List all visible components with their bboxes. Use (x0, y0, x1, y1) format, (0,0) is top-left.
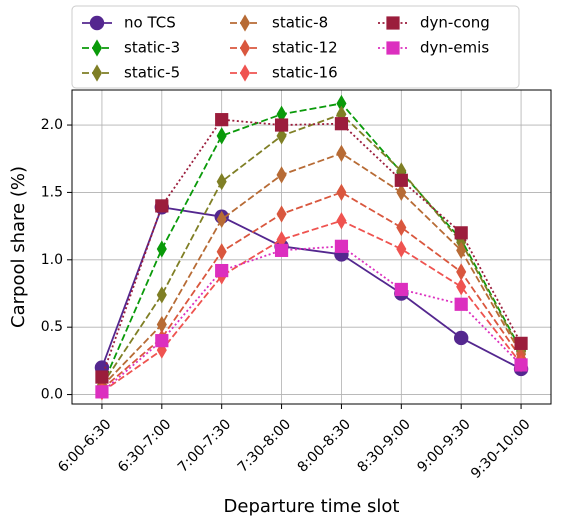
data-point (95, 385, 109, 399)
data-point (514, 358, 528, 372)
series-line (101, 102, 522, 387)
data-point (276, 230, 287, 249)
x-tick-label: 6:30-7:00 (115, 416, 174, 475)
data-point (394, 173, 408, 187)
data-point (396, 218, 407, 237)
data-point (336, 183, 347, 202)
data-point (156, 286, 167, 304)
data-point (216, 127, 227, 145)
series-line (101, 191, 522, 390)
series-line (101, 113, 522, 386)
legend-label: static-3 (124, 39, 180, 57)
data-point (514, 336, 528, 350)
data-point (456, 241, 467, 260)
x-tick-label: 9:30-10:00 (468, 416, 534, 482)
legend-entry: dyn-cong (378, 14, 490, 32)
data-point (396, 240, 407, 258)
legend-label: static-8 (272, 14, 328, 32)
legend-label: dyn-cong (420, 14, 490, 32)
legend-label: no TCS (124, 14, 176, 32)
data-point (276, 205, 287, 223)
data-point (456, 263, 467, 281)
data-point (216, 210, 227, 229)
x-tick-label: 7:00-7:30 (175, 416, 234, 475)
legend-entry: static-12 (230, 39, 338, 57)
legend-entry: dyn-emis (378, 39, 489, 57)
data-point (453, 330, 469, 346)
legend-marker (239, 64, 251, 82)
series-dyn-emis (95, 239, 528, 399)
x-tick-label: 9:00-9:30 (414, 416, 473, 475)
y-tick-label: 0.5 (41, 319, 63, 335)
data-point (95, 370, 109, 384)
x-axis-title: Departure time slot (224, 496, 400, 517)
data-point (156, 315, 167, 334)
data-point (215, 113, 229, 127)
data-point (454, 226, 468, 240)
data-point (156, 240, 167, 258)
series-line (101, 118, 522, 378)
data-point (396, 162, 407, 180)
legend-entry: static-16 (230, 64, 338, 82)
series-line (101, 245, 522, 393)
legend-marker (239, 14, 251, 32)
legend-label: static-16 (272, 64, 338, 82)
data-point (334, 239, 349, 253)
legend-label: static-5 (124, 64, 180, 82)
data-point (155, 334, 169, 348)
legend-marker (91, 39, 103, 57)
plot-frame (71, 89, 552, 405)
legend-entry: static-8 (230, 14, 328, 32)
legend-entry: static-5 (82, 64, 180, 82)
data-point (274, 118, 289, 132)
data-point (336, 212, 347, 230)
data-point (396, 183, 407, 202)
data-point (216, 172, 227, 191)
legend: no TCS static-3 static-5 static-8 static-12 s… (71, 5, 520, 89)
y-tick-label: 1.5 (41, 184, 63, 200)
data-point (394, 282, 408, 297)
data-point (456, 278, 467, 296)
series-line (101, 219, 522, 393)
data-point (334, 117, 349, 131)
series-line (101, 152, 522, 388)
x-tick-label: 6:00-6:30 (55, 416, 114, 475)
data-point (454, 297, 468, 311)
data-point (336, 94, 347, 113)
series-line (101, 206, 522, 370)
legend-label: static-12 (272, 39, 338, 57)
series-layer (94, 94, 529, 401)
legend-marker (386, 16, 400, 30)
legend-marker (91, 64, 103, 82)
y-tick-label: 0.0 (41, 387, 63, 403)
data-point (215, 263, 229, 278)
y-axis-title: Carpool share (%) (8, 166, 29, 328)
x-tick-label: 7:30-8:00 (235, 416, 294, 475)
data-point (276, 127, 287, 145)
legend-marker (386, 41, 400, 55)
series-dyn-cong (95, 113, 528, 384)
x-tick-label: 8:00-8:30 (295, 416, 354, 475)
legend-entry: static-3 (82, 39, 180, 57)
data-point (336, 105, 347, 123)
legend-box (71, 5, 520, 89)
legend-marker (89, 15, 105, 31)
data-point (276, 105, 287, 123)
legend-marker (239, 39, 251, 57)
data-point (276, 166, 287, 184)
data-point (155, 199, 169, 213)
data-point (216, 243, 227, 261)
data-point (274, 243, 289, 257)
legend-label: dyn-emis (420, 39, 489, 57)
x-tick-label: 8:30-9:00 (355, 416, 414, 475)
legend-entry: no TCS (82, 14, 176, 32)
y-tick-label: 2.0 (41, 117, 63, 133)
data-point (336, 144, 347, 162)
y-tick-label: 1.0 (41, 252, 63, 268)
